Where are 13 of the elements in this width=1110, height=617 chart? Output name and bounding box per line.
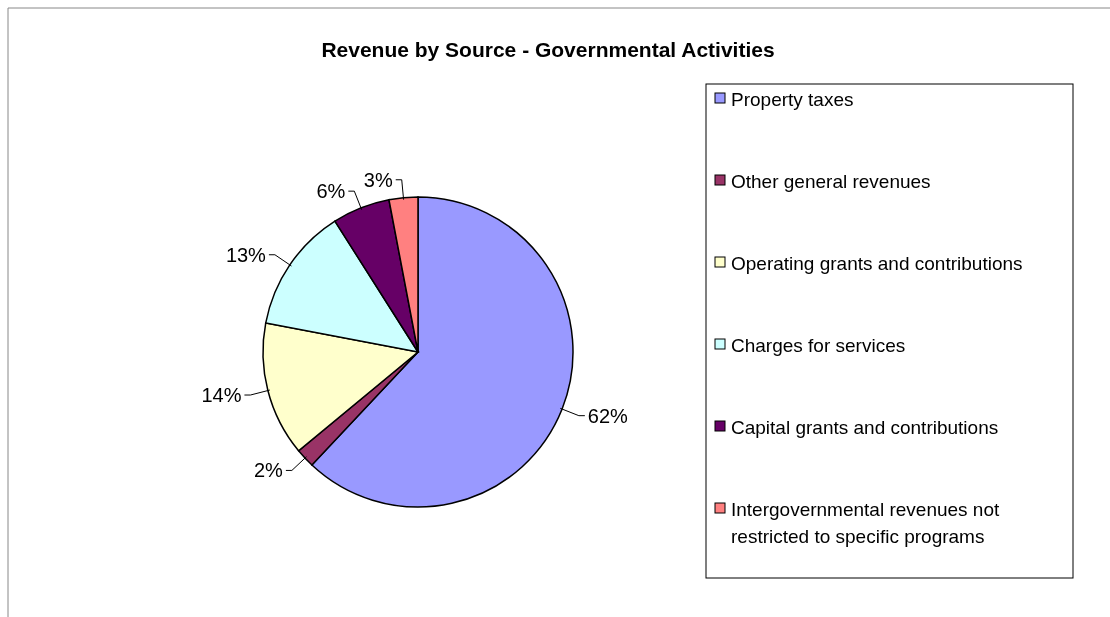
data-label: 62% [587, 404, 629, 427]
legend-label: Property taxes [731, 88, 854, 110]
data-label: 2% [253, 459, 284, 482]
legend-label: Other general revenues [731, 170, 931, 192]
legend-label: Intergovernmental revenues not restricted to specific programs [731, 498, 1000, 547]
legend-label: Capital grants and contributions [731, 416, 999, 438]
data-label: 6% [316, 180, 346, 203]
legend-label: Operating grants and contributions [731, 252, 1023, 274]
data-label: 3% [363, 168, 393, 191]
legend-label: Charges for services [731, 334, 906, 356]
data-label: 14% [201, 384, 242, 407]
data-label: 13% [225, 243, 267, 266]
chart-title: Revenue by Source - Governmental Activities [321, 38, 775, 62]
